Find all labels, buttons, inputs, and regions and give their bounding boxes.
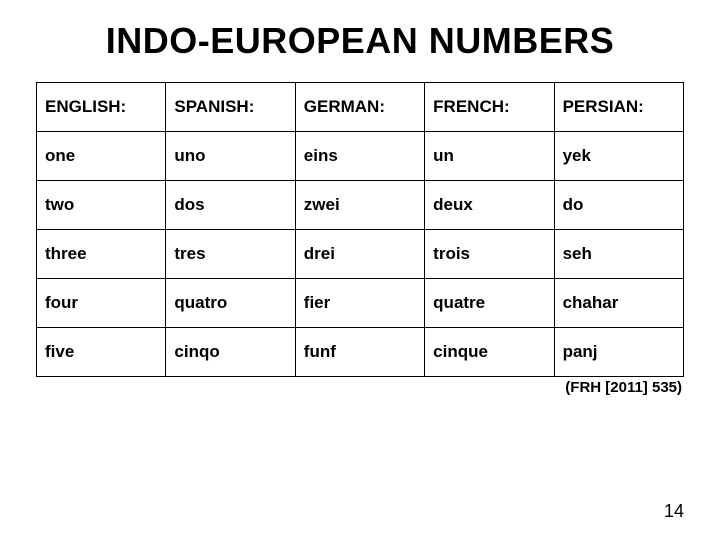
citation: (FRH [2011] 535) — [36, 379, 684, 396]
table-row: one uno eins un yek — [37, 132, 684, 181]
table-row: two dos zwei deux do — [37, 181, 684, 230]
table-row: four quatro fier quatre chahar — [37, 279, 684, 328]
page-title: INDO-EUROPEAN NUMBERS — [36, 20, 684, 62]
cell: tres — [166, 230, 295, 279]
page-number: 14 — [664, 501, 684, 522]
cell: two — [37, 181, 166, 230]
cell: cinqo — [166, 328, 295, 377]
cell: trois — [425, 230, 554, 279]
cell: uno — [166, 132, 295, 181]
cell: un — [425, 132, 554, 181]
slide: INDO-EUROPEAN NUMBERS ENGLISH: SPANISH: … — [0, 0, 720, 540]
cell: yek — [554, 132, 683, 181]
col-spanish: SPANISH: — [166, 83, 295, 132]
table-header-row: ENGLISH: SPANISH: GERMAN: FRENCH: PERSIA… — [37, 83, 684, 132]
table-row: five cinqo funf cinque panj — [37, 328, 684, 377]
cell: five — [37, 328, 166, 377]
cell: quatre — [425, 279, 554, 328]
numbers-table: ENGLISH: SPANISH: GERMAN: FRENCH: PERSIA… — [36, 82, 684, 377]
cell: panj — [554, 328, 683, 377]
cell: chahar — [554, 279, 683, 328]
cell: one — [37, 132, 166, 181]
cell: seh — [554, 230, 683, 279]
col-german: GERMAN: — [295, 83, 424, 132]
cell: drei — [295, 230, 424, 279]
cell: zwei — [295, 181, 424, 230]
cell: do — [554, 181, 683, 230]
col-french: FRENCH: — [425, 83, 554, 132]
cell: four — [37, 279, 166, 328]
cell: funf — [295, 328, 424, 377]
cell: quatro — [166, 279, 295, 328]
table-row: three tres drei trois seh — [37, 230, 684, 279]
cell: cinque — [425, 328, 554, 377]
cell: deux — [425, 181, 554, 230]
col-english: ENGLISH: — [37, 83, 166, 132]
cell: fier — [295, 279, 424, 328]
cell: three — [37, 230, 166, 279]
cell: eins — [295, 132, 424, 181]
col-persian: PERSIAN: — [554, 83, 683, 132]
cell: dos — [166, 181, 295, 230]
